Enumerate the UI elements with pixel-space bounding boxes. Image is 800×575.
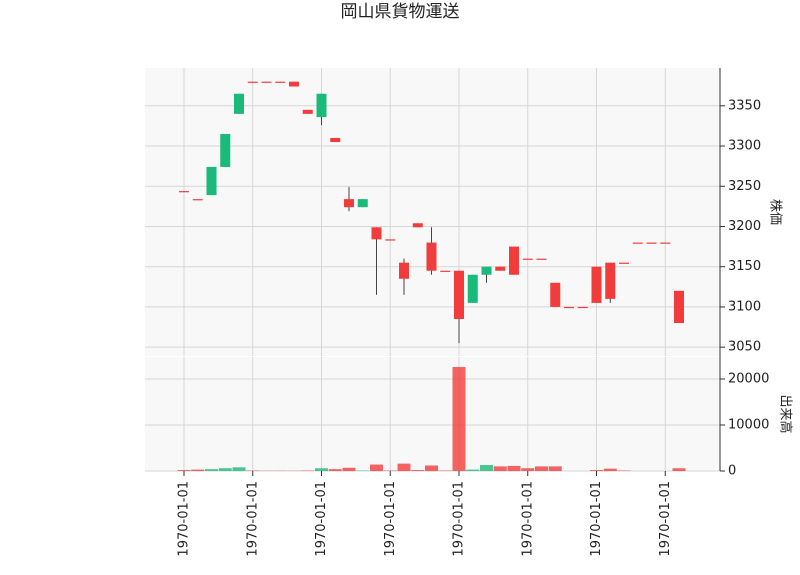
volume-bar bbox=[232, 467, 246, 471]
candle-body bbox=[275, 81, 286, 83]
y-tick-label: 3150 bbox=[728, 259, 761, 274]
candle-body bbox=[646, 242, 657, 244]
candle-body bbox=[316, 93, 327, 118]
candle-body bbox=[660, 242, 671, 244]
y-tick-label: 0 bbox=[728, 464, 736, 479]
volume-bar bbox=[590, 470, 603, 471]
candle-body bbox=[440, 270, 451, 272]
x-tick-label: 1970-01-01 bbox=[520, 481, 535, 557]
candle-body bbox=[357, 199, 368, 208]
candle-body bbox=[385, 239, 396, 241]
candle-body bbox=[522, 258, 533, 260]
x-tick-label: 1970-01-01 bbox=[314, 481, 329, 557]
volume-panel bbox=[145, 357, 720, 471]
candle-body bbox=[495, 266, 506, 271]
volume-bar bbox=[177, 470, 191, 471]
candle-body bbox=[371, 227, 382, 240]
candle-body bbox=[302, 109, 313, 114]
volume-bar bbox=[370, 464, 383, 471]
volume-bar bbox=[218, 468, 232, 471]
volume-bar bbox=[493, 466, 507, 471]
y-axis-label: 株価 bbox=[768, 199, 783, 225]
y-tick-label: 10000 bbox=[728, 417, 769, 432]
price-panel bbox=[145, 68, 720, 356]
volume-bar bbox=[191, 469, 205, 471]
candle-body bbox=[179, 191, 189, 193]
x-tick-label: 1970-01-01 bbox=[245, 481, 260, 557]
candle-body bbox=[481, 266, 492, 275]
candle-body bbox=[289, 81, 299, 87]
candle-body bbox=[192, 199, 203, 201]
candle-body bbox=[206, 166, 217, 196]
volume-bar bbox=[548, 466, 562, 471]
volume-bar bbox=[603, 468, 617, 471]
volume-bar bbox=[507, 465, 521, 471]
candle-body bbox=[564, 306, 574, 309]
candle-body bbox=[454, 270, 464, 319]
y-tick-label: 20000 bbox=[728, 371, 769, 386]
candle-body bbox=[261, 81, 272, 83]
chart-title: 岡山県貨物運送 bbox=[341, 2, 460, 22]
candle-body bbox=[399, 262, 409, 279]
y-tick-label: 3050 bbox=[728, 340, 761, 355]
volume-bar bbox=[535, 466, 548, 471]
volume-bar bbox=[521, 468, 535, 471]
x-tick-label: 1970-01-01 bbox=[177, 481, 192, 557]
volume-bar bbox=[315, 468, 328, 471]
candle-body bbox=[426, 242, 437, 271]
volume-bar bbox=[466, 469, 480, 471]
y-tick-label: 3100 bbox=[728, 299, 761, 314]
candle-body bbox=[220, 133, 231, 167]
candle-body bbox=[619, 262, 629, 264]
x-tick-label: 1970-01-01 bbox=[658, 481, 673, 557]
volume-bar bbox=[411, 470, 425, 471]
volume-bar bbox=[328, 469, 342, 471]
volume-bar bbox=[672, 468, 686, 471]
volume-bar bbox=[205, 469, 218, 471]
y-tick-label: 3300 bbox=[728, 139, 761, 154]
candle-body bbox=[605, 262, 616, 299]
candle-body bbox=[467, 274, 478, 303]
candle-body bbox=[330, 137, 341, 143]
candle-body bbox=[674, 290, 684, 324]
volume-bar bbox=[425, 465, 438, 471]
candle-body bbox=[577, 306, 588, 309]
x-tick-label: 1970-01-01 bbox=[383, 481, 398, 557]
volume-axis-label: 出来高 bbox=[778, 394, 794, 433]
volume-bar bbox=[397, 463, 411, 471]
candle-body bbox=[247, 81, 258, 83]
candle-body bbox=[344, 199, 354, 208]
x-tick-label: 1970-01-01 bbox=[452, 481, 467, 557]
candle-body bbox=[509, 246, 519, 275]
volume-bar bbox=[342, 467, 356, 471]
volume-bar bbox=[452, 367, 466, 471]
y-tick-label: 3350 bbox=[728, 98, 761, 113]
y-tick-label: 3200 bbox=[728, 219, 761, 234]
x-tick-label: 1970-01-01 bbox=[589, 481, 604, 557]
candle-body bbox=[234, 93, 244, 114]
candle-body bbox=[536, 258, 547, 260]
candle-body bbox=[412, 223, 423, 228]
y-tick-label: 3250 bbox=[728, 179, 761, 194]
candle-body bbox=[632, 242, 643, 244]
candle-body bbox=[591, 266, 602, 303]
volume-bar bbox=[480, 465, 493, 471]
candle-body bbox=[550, 282, 561, 307]
